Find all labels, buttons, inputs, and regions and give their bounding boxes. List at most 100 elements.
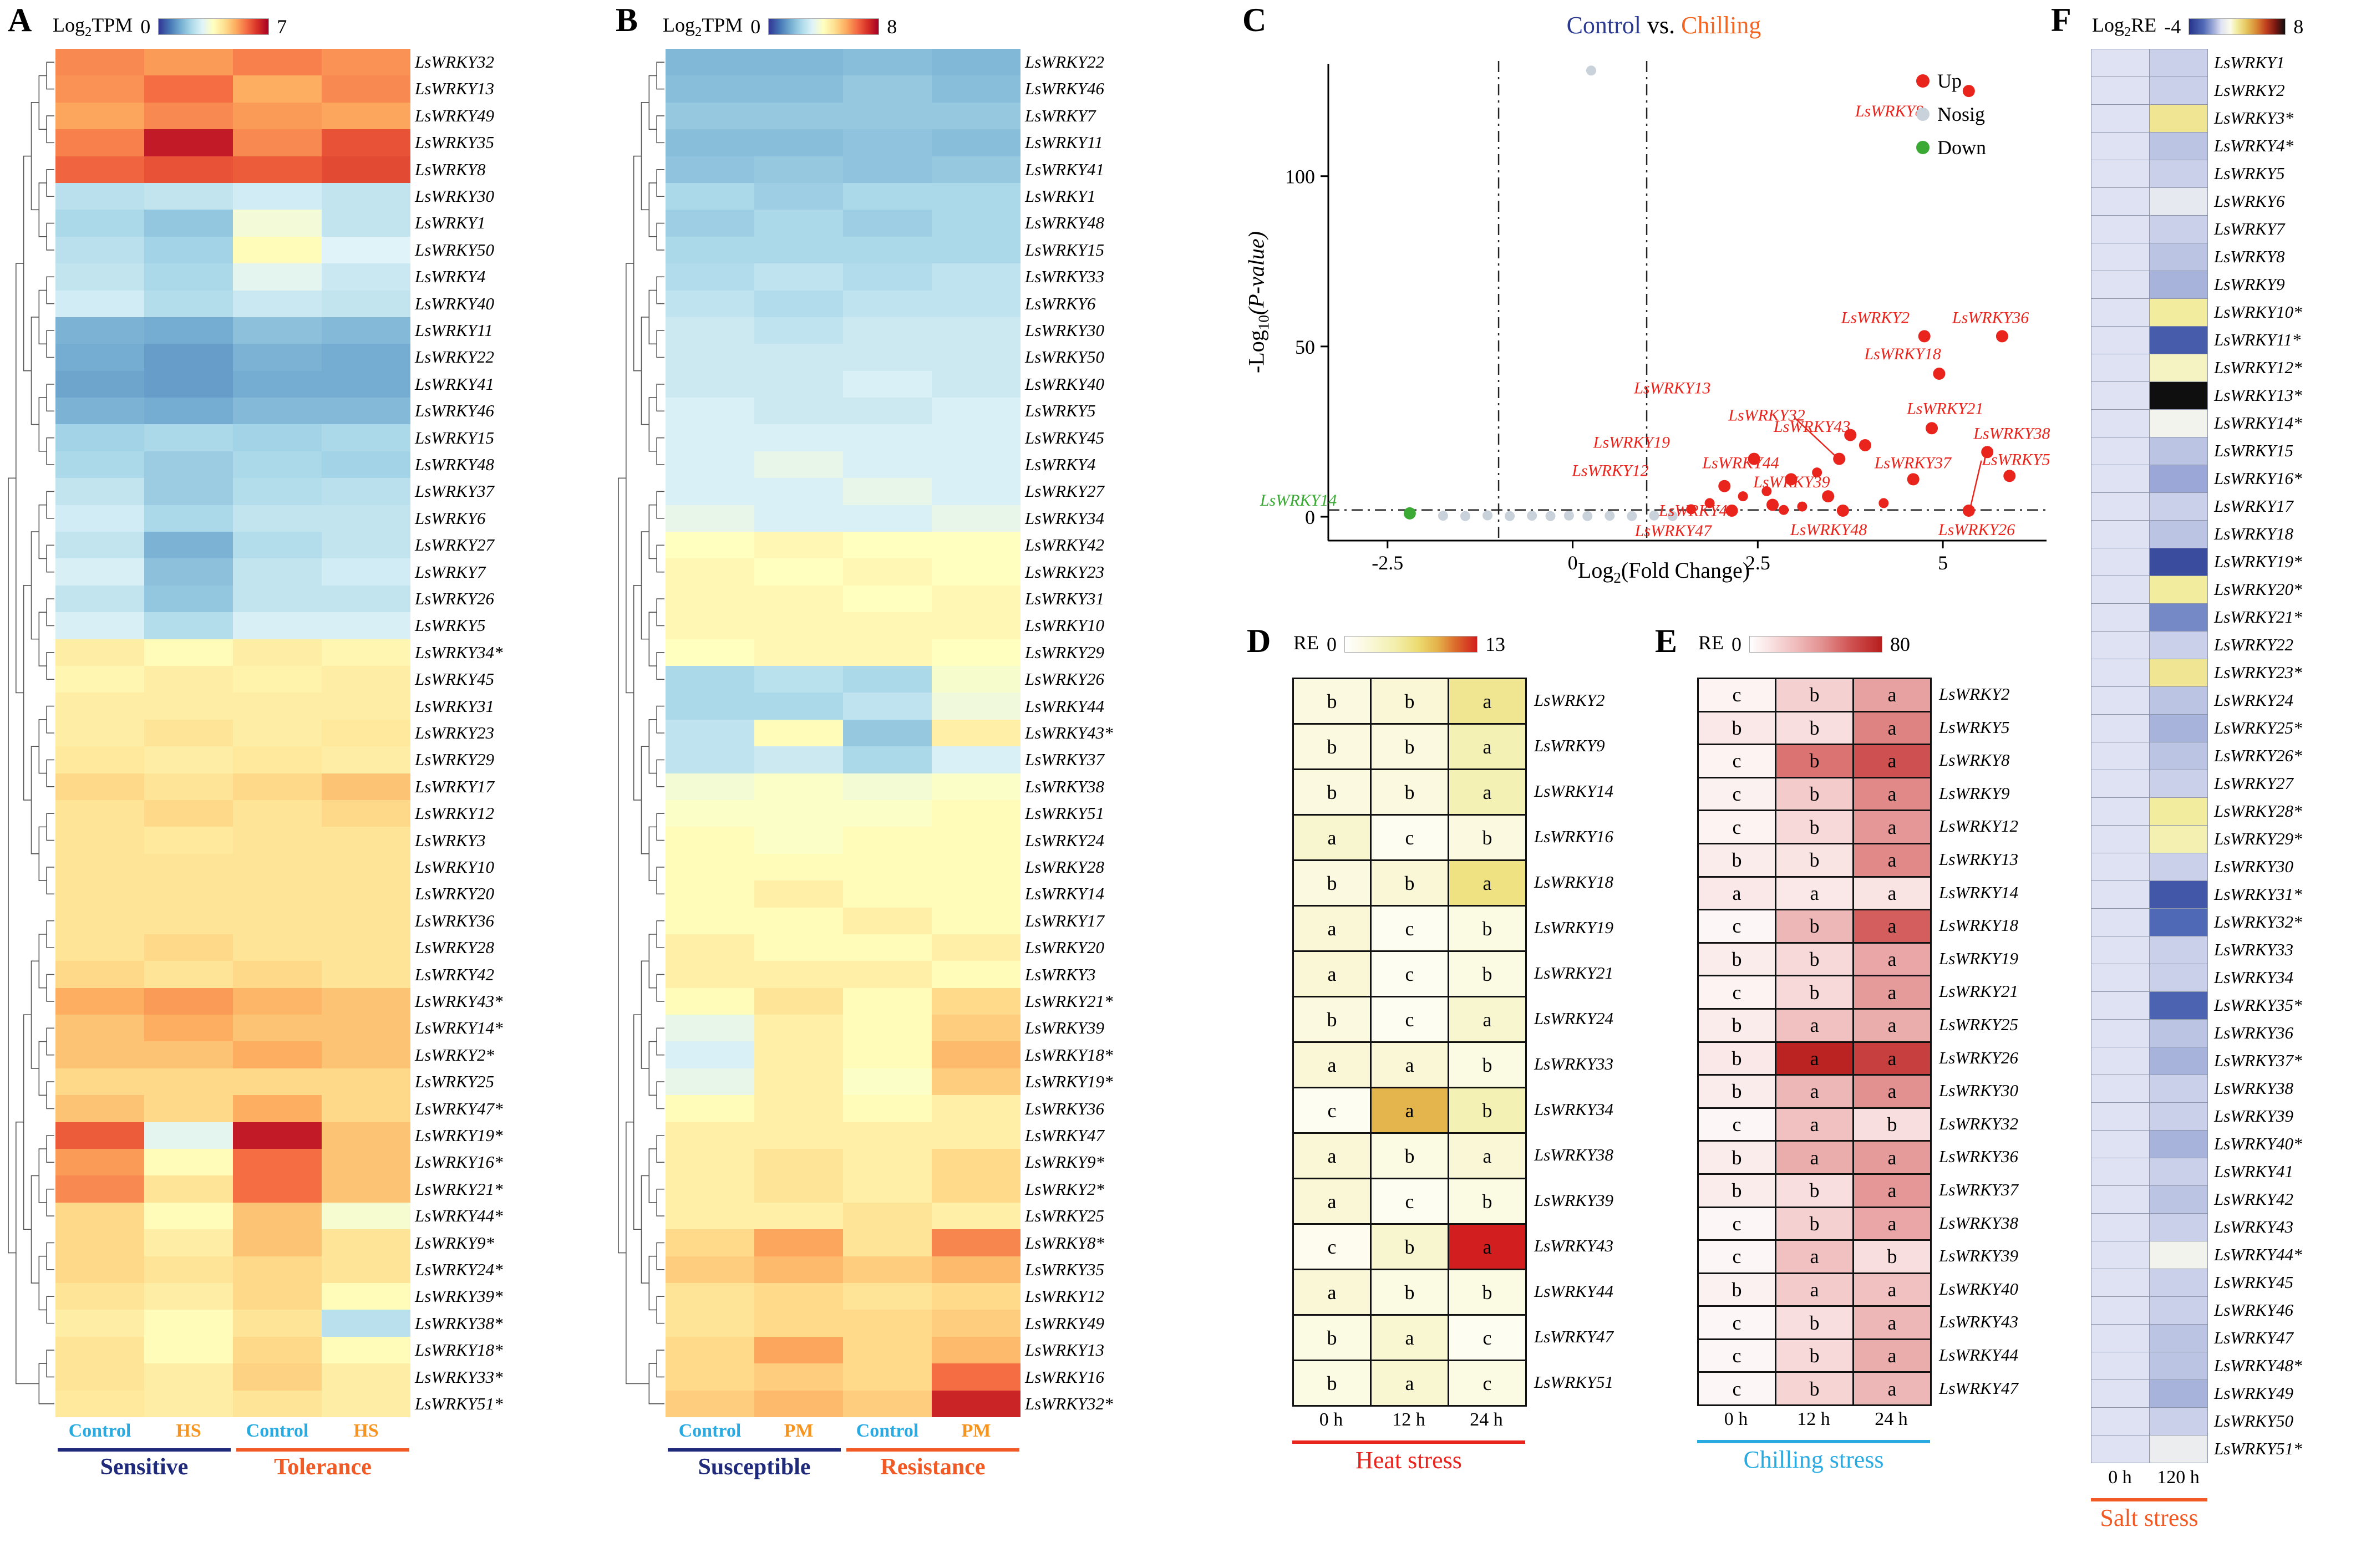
heatmap-cell: c (1699, 1241, 1776, 1274)
volcano-point-up (1718, 480, 1731, 492)
heatmap-cell (666, 773, 754, 800)
volcano-point-up (1859, 439, 1871, 451)
heatmap-cell (2150, 659, 2208, 687)
heatmap-cell (144, 1202, 233, 1230)
heatmap-cell (55, 1310, 144, 1337)
heatmap-cell (2150, 1241, 2208, 1269)
gene-label: LsWRKY40 (415, 293, 494, 313)
volcano-point-up (1918, 330, 1931, 343)
column-label: HS (353, 1421, 379, 1442)
heatmap-cell (2091, 465, 2150, 493)
heatmap-cell: a (1449, 679, 1527, 725)
heatmap-cell: a (1854, 910, 1932, 944)
column-label: Control (68, 1421, 131, 1442)
heatmap-cell (666, 1095, 754, 1122)
heatmap-cell (233, 370, 322, 398)
heatmap-cell (754, 1256, 843, 1283)
volcano-point-up (1686, 504, 1697, 515)
heatmap-cell (754, 424, 843, 451)
volcano-point-up (1981, 446, 1994, 459)
heatmap-cell (55, 317, 144, 344)
heatmap-cell (55, 263, 144, 291)
heatmap-cell (55, 612, 144, 639)
heatmap-cell (843, 1095, 932, 1122)
heatmap-cell: a (1699, 877, 1776, 911)
volcano-point-up (1748, 452, 1760, 465)
heatmap-cell: a (1372, 1043, 1449, 1088)
heatmap-cell (666, 1363, 754, 1391)
heatmap-cell (843, 1122, 932, 1149)
gene-label: LsWRKY16* (415, 1152, 503, 1172)
heatmap-cell (322, 532, 410, 559)
gene-label: LsWRKY5 (2214, 164, 2285, 183)
column-label: HS (176, 1421, 201, 1442)
heatmap-cell: b (1294, 861, 1372, 907)
heatmap-cell (754, 961, 843, 988)
heatmap-cell: a (1854, 1142, 1932, 1175)
heatmap-cell: a (1854, 1009, 1932, 1043)
heatmap-cell (322, 934, 410, 961)
gene-label: LsWRKY30 (1939, 1081, 2018, 1101)
svg-text:0: 0 (1305, 506, 1315, 528)
volcano-point-label: LsWRKY38 (1973, 424, 2050, 442)
colorbar-b-min: 0 (750, 16, 761, 38)
heatmap-cell (233, 1363, 322, 1391)
gene-label: LsWRKY17 (415, 776, 494, 796)
heatmap-cell: b (1776, 976, 1854, 1010)
gene-label: LsWRKY40 (1939, 1279, 2018, 1299)
heatmap-cell (233, 102, 322, 130)
heatmap-cell (2091, 992, 2150, 1020)
legend-item: Down (1916, 136, 1986, 159)
heatmap-cell (144, 827, 233, 854)
column-label: 120 h (2157, 1467, 2200, 1488)
heatmap-cell: b (1854, 1108, 1932, 1142)
heatmap-cell (666, 558, 754, 586)
colorbar-e-min: 0 (1732, 633, 1742, 656)
heatmap-cell (932, 1363, 1020, 1391)
heatmap-cell (55, 236, 144, 264)
heatmap-cell (144, 210, 233, 237)
colorbar-d-max: 13 (1485, 633, 1506, 656)
heatmap-cell (2091, 1075, 2150, 1103)
heatmap-cell (754, 1015, 843, 1042)
heatmap-cell (233, 129, 322, 156)
heatmap-cell (2150, 1380, 2208, 1408)
gene-label: LsWRKY44 (1534, 1281, 1613, 1301)
heatmap-cell (55, 585, 144, 613)
colorbar-a-gradient (158, 18, 270, 35)
gene-label: LsWRKY14* (2214, 413, 2302, 432)
heatmap-cell (55, 693, 144, 720)
volcano-point-nosig (1505, 511, 1515, 521)
heatmap-cell (2091, 493, 2150, 521)
heatmap-cell (843, 1175, 932, 1203)
heatmap-cell (843, 1256, 932, 1283)
heatmap-cell (754, 773, 843, 800)
heatmap-cell (666, 49, 754, 76)
gene-label: LsWRKY27 (1025, 481, 1104, 501)
heatmap-cell (55, 451, 144, 478)
gene-label: LsWRKY35 (1025, 1260, 1104, 1279)
gene-label: LsWRKY28 (1025, 857, 1104, 877)
heatmap-cell: a (1372, 1361, 1449, 1407)
heatmap-cell (666, 451, 754, 478)
heatmap-cell (843, 182, 932, 210)
gene-label: LsWRKY9 (1939, 783, 2010, 803)
gene-label: LsWRKY51 (1025, 803, 1104, 823)
heatmap-cell (666, 612, 754, 639)
heatmap-cell (666, 1015, 754, 1042)
heatmap-cell (144, 1336, 233, 1364)
heatmap-cell: a (1854, 745, 1932, 778)
heatmap-cell (843, 612, 932, 639)
heatmap-cell (754, 210, 843, 237)
volcano-point-label: LsWRKY13 (1633, 379, 1710, 398)
heatmap-cell (55, 773, 144, 800)
volcano-point-label: LsWRKY48 (1790, 521, 1867, 539)
heatmap-cell (2091, 1020, 2150, 1047)
heatmap-cell (932, 505, 1020, 532)
heatmap-cell: a (1294, 1179, 1372, 1225)
heatmap-cell: c (1699, 778, 1776, 812)
gene-label: LsWRKY26 (1939, 1047, 2018, 1067)
colorbar-a-label: Log2TPM (53, 14, 133, 40)
heatmap-cell (2091, 382, 2150, 410)
